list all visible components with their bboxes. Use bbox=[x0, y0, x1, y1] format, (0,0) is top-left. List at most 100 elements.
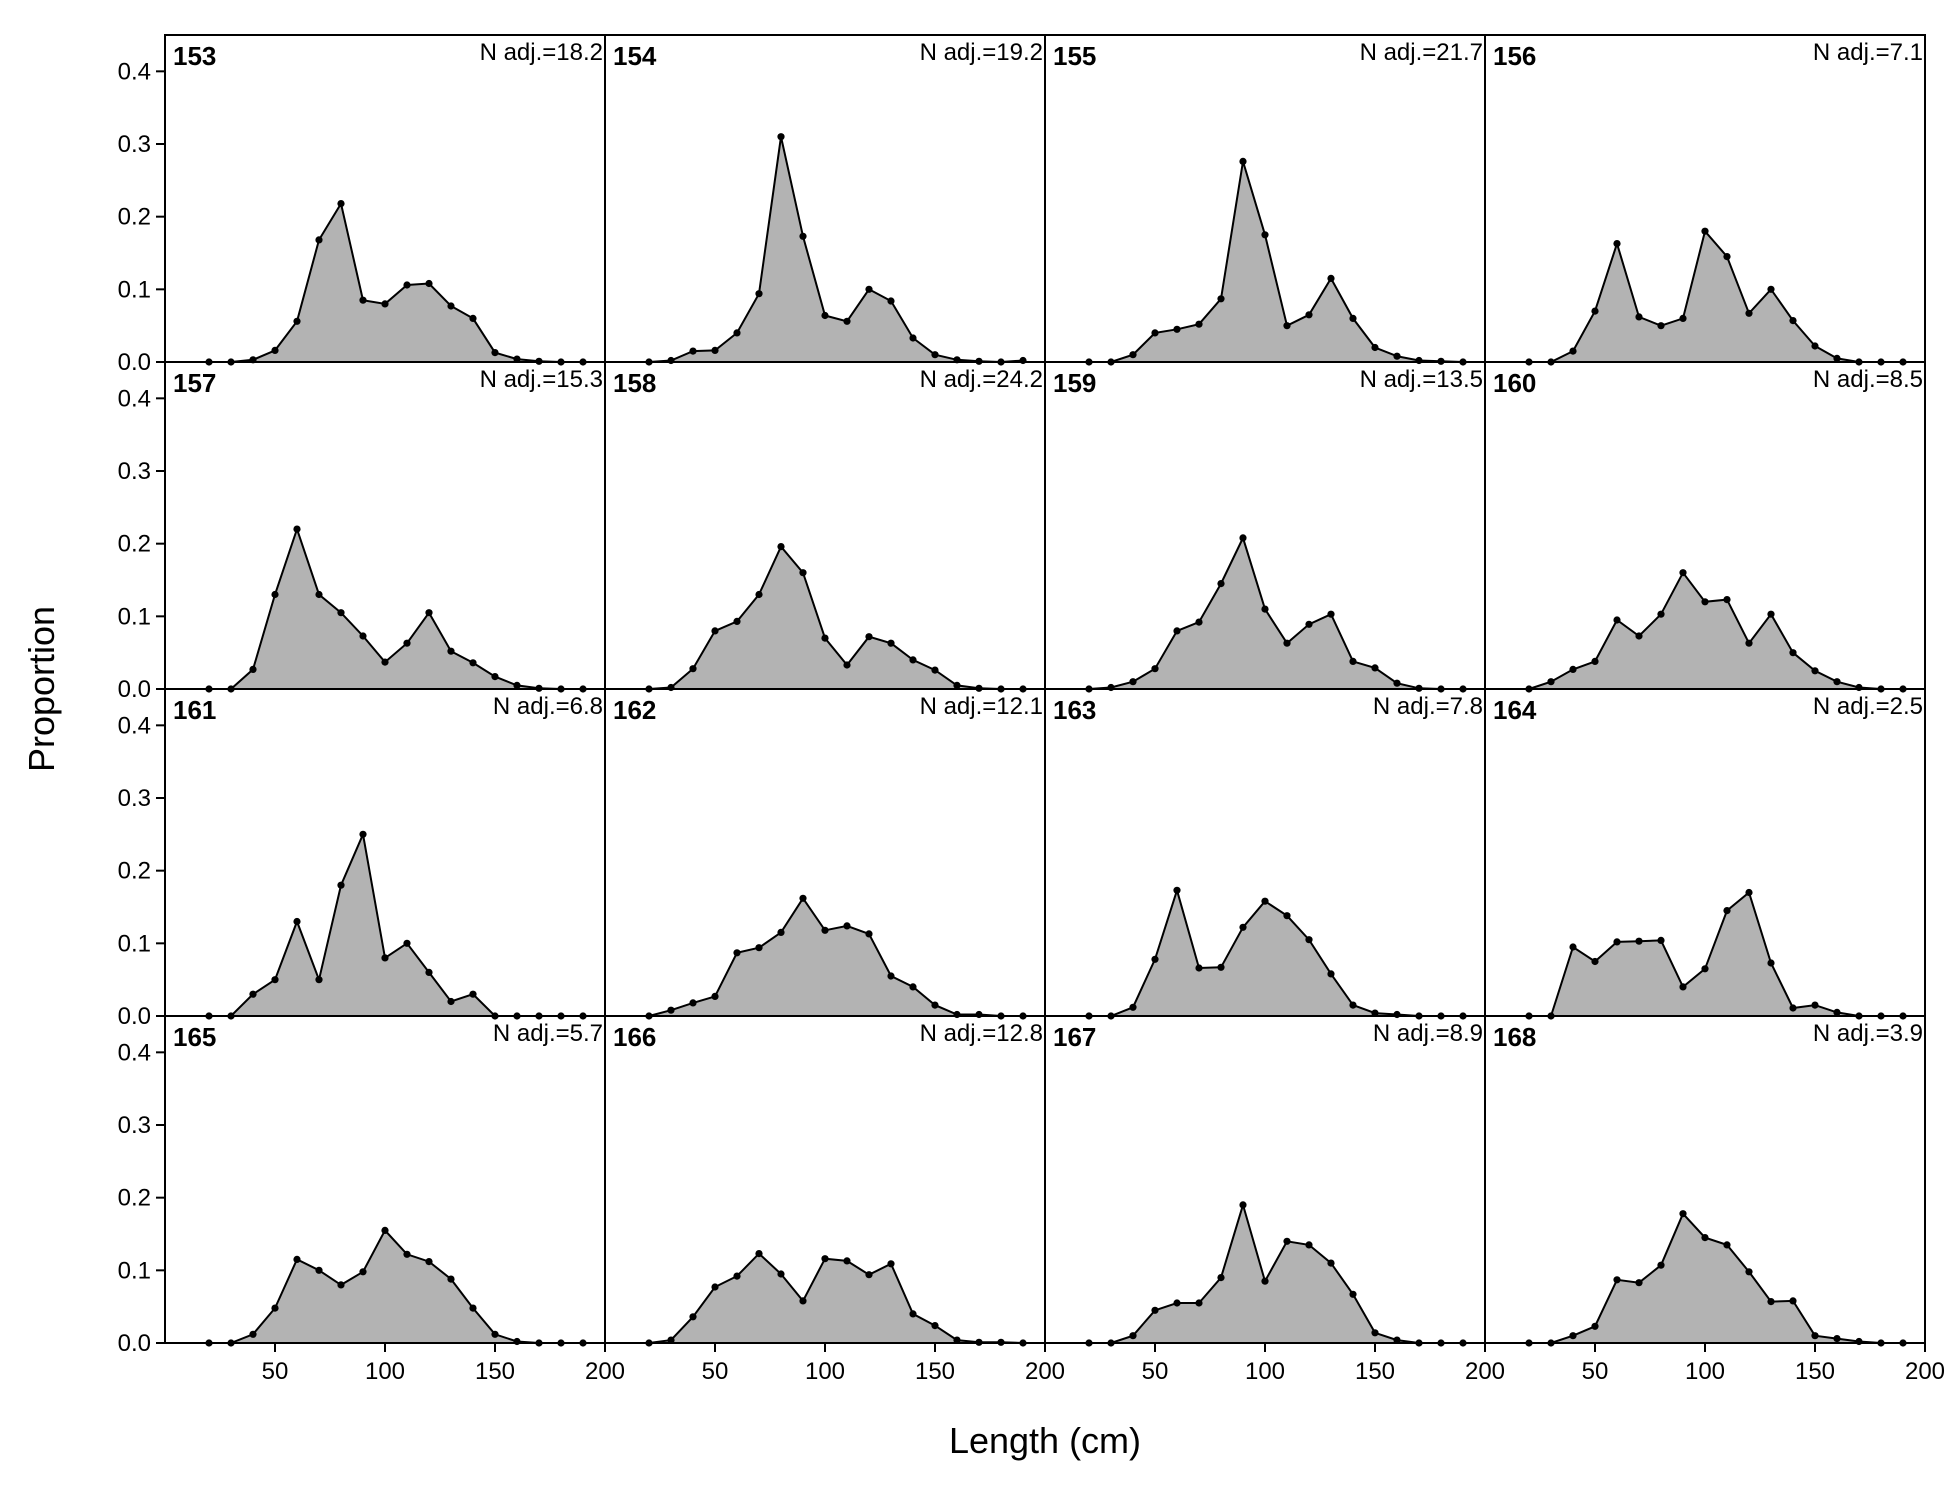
x-tick-label: 200 bbox=[585, 1358, 625, 1385]
n-adj-label: N adj.=8.9 bbox=[1373, 1020, 1483, 1047]
y-tick-label: 0.3 bbox=[118, 131, 151, 158]
point-167-80 bbox=[1217, 1274, 1225, 1282]
area-164 bbox=[1529, 892, 1903, 1016]
point-161-80 bbox=[337, 881, 345, 889]
point-166-150 bbox=[931, 1322, 939, 1330]
y-tick-label: 0.0 bbox=[118, 349, 151, 376]
area-165 bbox=[209, 1230, 583, 1343]
point-153-130 bbox=[447, 302, 455, 310]
point-161-110 bbox=[403, 939, 411, 947]
point-154-80 bbox=[777, 133, 785, 141]
y-tick-label: 0.3 bbox=[118, 1112, 151, 1139]
y-tick-label: 0.3 bbox=[118, 458, 151, 485]
point-165-160 bbox=[513, 1337, 521, 1346]
point-155-150 bbox=[1371, 343, 1379, 352]
n-adj-label: N adj.=24.2 bbox=[920, 366, 1043, 393]
point-155-80 bbox=[1217, 295, 1225, 303]
axes-layer: 0.0 0.1 0.2 0.3 0.4 0.0 0.1 0.2 0.3 0.4 0.0 0.1 0.2 0… bbox=[118, 34, 1945, 1385]
point-153-80 bbox=[337, 200, 345, 208]
point-167-60 bbox=[1173, 1299, 1181, 1307]
point-162-50 bbox=[711, 992, 719, 1001]
point-168-150 bbox=[1811, 1332, 1819, 1340]
point-157-160 bbox=[513, 681, 521, 690]
point-163-160 bbox=[1393, 1010, 1401, 1019]
panel-id-label: 156 bbox=[1493, 41, 1536, 71]
x-tick-label: 50 bbox=[702, 1358, 729, 1385]
panel-163: 163 N adj.=7.8 bbox=[1053, 693, 1483, 1020]
point-166-140 bbox=[909, 1310, 917, 1318]
point-154-60 bbox=[733, 329, 741, 337]
point-155-170 bbox=[1415, 356, 1423, 365]
point-158-50 bbox=[711, 627, 719, 635]
point-162-60 bbox=[733, 949, 741, 957]
n-adj-label: N adj.=15.3 bbox=[480, 366, 603, 393]
area-167 bbox=[1089, 1204, 1463, 1343]
point-166-90 bbox=[799, 1297, 807, 1305]
point-164-50 bbox=[1591, 957, 1599, 966]
point-158-150 bbox=[931, 666, 939, 674]
panel-id-label: 158 bbox=[613, 368, 656, 398]
line-165 bbox=[209, 1228, 583, 1344]
line-153 bbox=[209, 200, 583, 363]
point-168-100 bbox=[1701, 1234, 1709, 1242]
x-tick-label: 150 bbox=[1355, 1358, 1395, 1385]
point-157-140 bbox=[469, 659, 477, 667]
x-tick-label: 50 bbox=[262, 1358, 289, 1385]
point-167-40 bbox=[1129, 1332, 1137, 1340]
point-156-40 bbox=[1569, 347, 1577, 355]
y-tick-label: 0.2 bbox=[118, 531, 151, 558]
point-154-90 bbox=[799, 232, 807, 240]
panel-id-label: 157 bbox=[173, 368, 216, 398]
point-160-40 bbox=[1569, 665, 1577, 674]
point-161-60 bbox=[293, 917, 301, 926]
y-tick-label: 0.4 bbox=[118, 385, 151, 412]
y-tick-label: 0.0 bbox=[118, 676, 151, 703]
n-adj-label: N adj.=2.5 bbox=[1813, 693, 1923, 720]
point-157-90 bbox=[359, 632, 367, 640]
panel-167: 167 N adj.=8.9 bbox=[1053, 1020, 1483, 1347]
y-tick-label: 0.1 bbox=[118, 603, 151, 630]
point-164-90 bbox=[1679, 983, 1687, 991]
point-168-80 bbox=[1657, 1261, 1665, 1269]
y-tick-label: 0.4 bbox=[118, 1039, 151, 1066]
n-adj-label: N adj.=12.8 bbox=[920, 1020, 1043, 1047]
point-157-60 bbox=[293, 525, 301, 533]
point-153-110 bbox=[403, 281, 411, 289]
panel-id-label: 161 bbox=[173, 695, 216, 725]
area-155 bbox=[1089, 161, 1463, 362]
point-162-40 bbox=[689, 999, 697, 1007]
point-167-100 bbox=[1261, 1277, 1269, 1285]
point-167-110 bbox=[1283, 1237, 1291, 1245]
point-162-170 bbox=[975, 1010, 983, 1019]
line-160 bbox=[1528, 570, 1903, 690]
point-160-160 bbox=[1833, 678, 1841, 686]
point-166-50 bbox=[711, 1283, 719, 1291]
area-162 bbox=[649, 898, 1023, 1016]
panel-153: 153 N adj.=18.2 bbox=[173, 39, 603, 366]
point-162-30 bbox=[667, 1006, 675, 1014]
point-154-140 bbox=[909, 334, 917, 342]
point-158-140 bbox=[909, 656, 917, 664]
line-154 bbox=[648, 136, 1024, 364]
point-167-70 bbox=[1195, 1299, 1203, 1307]
x-tick-label: 50 bbox=[1582, 1358, 1609, 1385]
point-161-130 bbox=[447, 997, 455, 1006]
point-161-140 bbox=[469, 990, 477, 998]
point-164-130 bbox=[1767, 959, 1775, 967]
point-165-150 bbox=[491, 1330, 499, 1338]
point-158-60 bbox=[733, 617, 741, 626]
point-161-120 bbox=[425, 968, 433, 977]
point-163-80 bbox=[1217, 963, 1225, 971]
point-162-110 bbox=[843, 922, 851, 930]
point-159-120 bbox=[1305, 620, 1313, 628]
point-167-120 bbox=[1305, 1241, 1313, 1249]
point-160-150 bbox=[1811, 667, 1819, 675]
point-157-150 bbox=[491, 673, 499, 681]
panel-id-label: 166 bbox=[613, 1022, 656, 1052]
point-157-40 bbox=[249, 665, 257, 674]
n-adj-label: N adj.=21.7 bbox=[1360, 39, 1483, 66]
point-159-140 bbox=[1349, 657, 1357, 666]
point-165-90 bbox=[359, 1268, 367, 1276]
point-158-40 bbox=[689, 665, 697, 673]
